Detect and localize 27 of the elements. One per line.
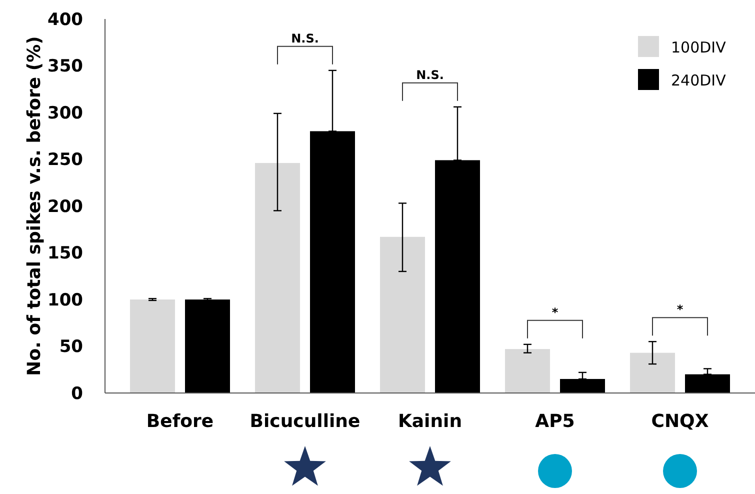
y-tick-label: 150 — [48, 244, 84, 264]
x-tick-label: AP5 — [535, 411, 575, 432]
legend-label: 100DIV — [671, 38, 727, 56]
y-tick-label: 100 — [48, 290, 84, 310]
x-tick-label: Kainin — [398, 411, 462, 432]
y-tick-label: 50 — [59, 337, 84, 358]
annotation: N.S. — [416, 68, 444, 82]
bar — [630, 352, 675, 393]
y-axis-title: No. of total spikes v.s. before (%) — [24, 36, 45, 376]
y-tick-label: 350 — [48, 56, 84, 77]
y-tick-label: 0 — [71, 384, 84, 404]
bar — [130, 300, 175, 393]
bar — [505, 349, 550, 393]
annotation: * — [676, 302, 684, 317]
x-tick-label: Before — [146, 411, 214, 432]
y-tick-label: 300 — [48, 103, 84, 124]
legend-label: 240DIV — [671, 71, 727, 90]
annotation: N.S. — [291, 31, 319, 46]
x-tick-label: CNQX — [651, 411, 709, 432]
bar — [185, 300, 230, 393]
y-tick-label: 200 — [48, 196, 84, 217]
annotation: * — [552, 305, 559, 320]
y-tick-label: 400 — [48, 10, 84, 30]
bar — [255, 162, 300, 393]
x-tick-label: Bicuculline — [250, 411, 360, 432]
bar — [380, 236, 425, 393]
y-tick-label: 250 — [48, 150, 84, 170]
